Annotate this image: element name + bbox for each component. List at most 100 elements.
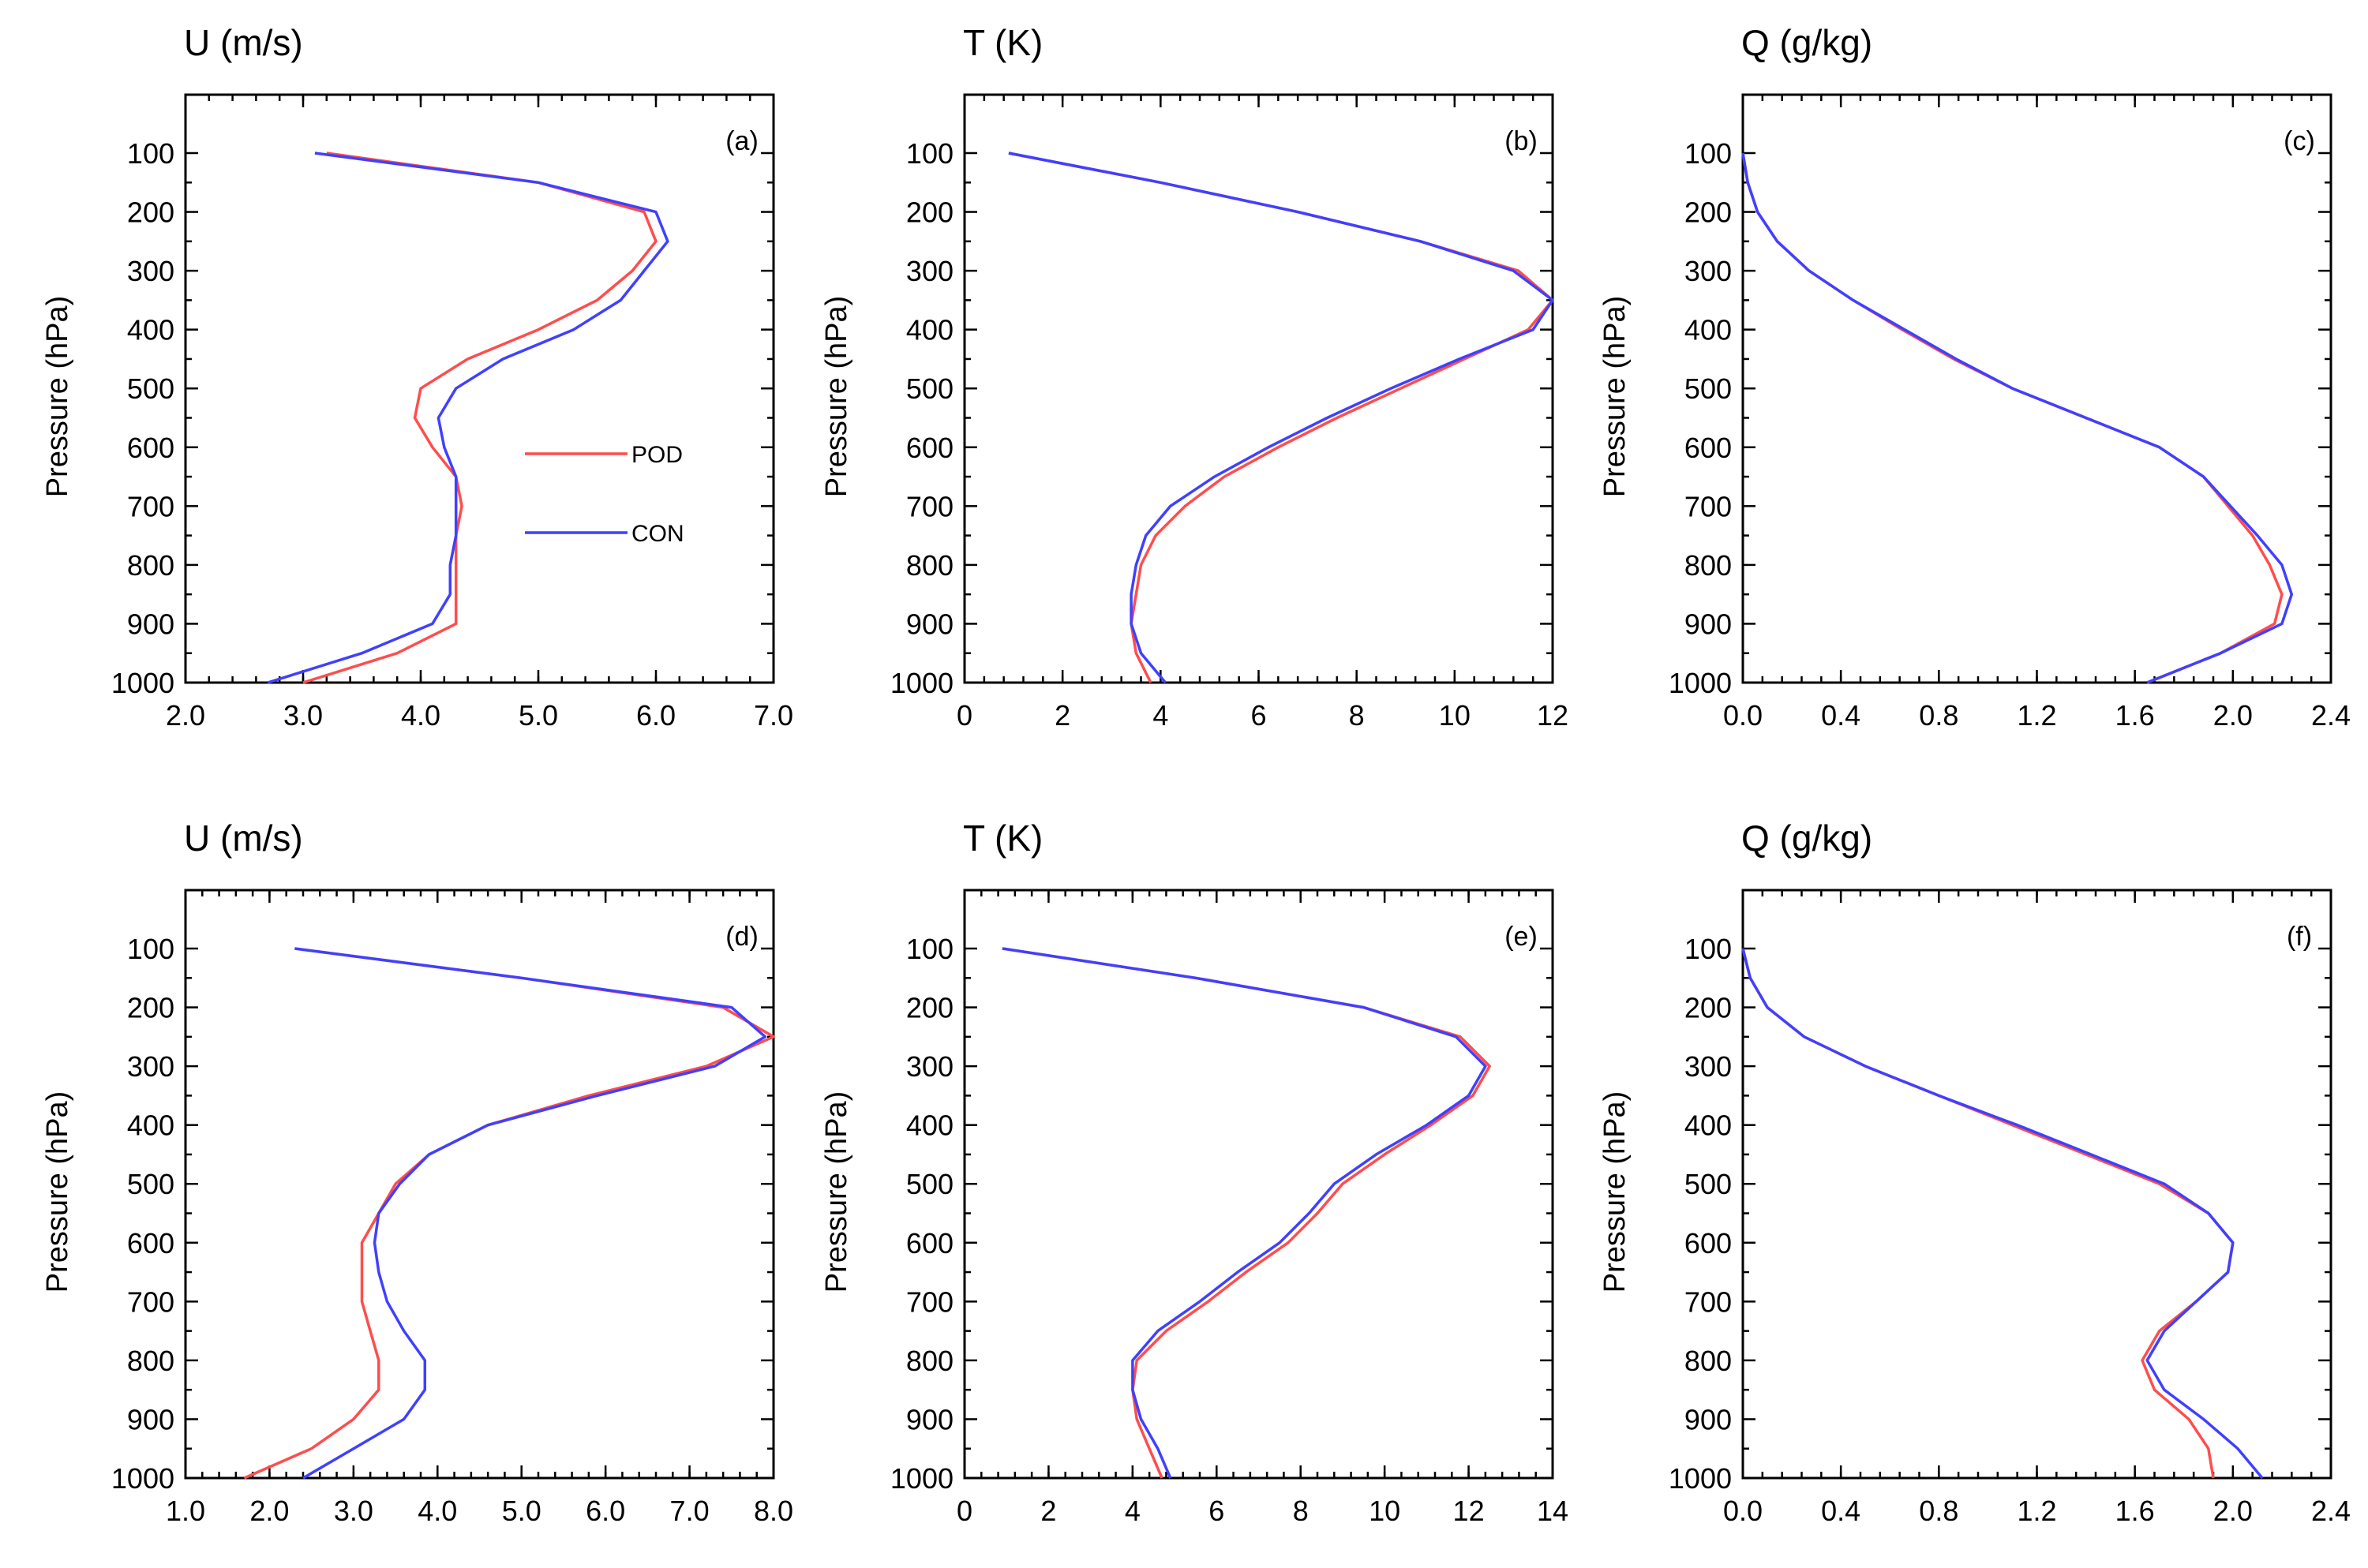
y-tick-label: 300	[127, 1050, 174, 1083]
x-tick-label: 6.0	[636, 699, 676, 732]
legend-label-pod: POD	[631, 442, 683, 468]
panel-a: U (m/s) 100 200 300 400 500 600 700 800 900 10002.…	[41, 22, 793, 732]
x-tick-label: 8	[1349, 699, 1365, 732]
series-line-pod	[1741, 948, 2235, 1479]
y-tick-label: 400	[1684, 314, 1732, 346]
x-tick-label: 2	[1040, 1495, 1056, 1527]
y-tick-label: 100	[1684, 933, 1732, 965]
x-tick-label: 6	[1208, 1495, 1224, 1527]
y-tick-label: 500	[1684, 1168, 1732, 1200]
x-tick-label: 12	[1537, 699, 1568, 732]
y-tick-label: 1000	[1669, 667, 1732, 699]
plot-frame	[184, 889, 775, 1480]
panel-c: Q (g/kg)10020030040050060070080090010000…	[1598, 22, 2351, 732]
y-tick-label: 800	[906, 549, 954, 582]
x-tick-label: 14	[1537, 1495, 1568, 1527]
y-tick-label: 100	[127, 137, 174, 170]
y-tick-label: 700	[127, 490, 174, 522]
panel-f: Q (g/kg)10020030040050060070080090010000…	[1598, 818, 2351, 1527]
y-tick-label: 400	[906, 314, 954, 346]
y-tick-label: 700	[906, 490, 954, 522]
chart-title: U (m/s)	[184, 22, 303, 63]
y-tick-label: 1000	[111, 667, 174, 699]
legend-label-con: CON	[631, 521, 684, 547]
series-line-con	[1741, 948, 2264, 1480]
x-tick-label: 0.0	[1723, 699, 1763, 732]
y-tick-label: 600	[127, 432, 174, 464]
series-line-pod	[1002, 947, 1491, 1479]
y-tick-label: 900	[1684, 1403, 1732, 1435]
x-tick-label: 1.6	[2115, 699, 2155, 732]
y-tick-label: 400	[127, 314, 174, 346]
plot-frame	[963, 93, 1554, 684]
x-tick-label: 2.0	[2213, 1495, 2253, 1527]
series-line-pod	[243, 947, 775, 1480]
y-tick-label: 900	[906, 608, 954, 640]
y-tick-label: 200	[1684, 992, 1732, 1024]
y-tick-label: 200	[906, 196, 954, 229]
y-tick-label: 700	[127, 1285, 174, 1318]
y-tick-label: 800	[1684, 1345, 1732, 1377]
chart-title: Q (g/kg)	[1741, 22, 1872, 63]
y-tick-label: 200	[127, 992, 174, 1024]
y-tick-label: 100	[127, 933, 174, 965]
y-axis-label: Pressure (hPa)	[1598, 1091, 1632, 1293]
x-tick-label: 6	[1250, 699, 1266, 732]
x-tick-label: 7.0	[754, 699, 793, 732]
y-tick-label: 300	[127, 255, 174, 287]
y-tick-label: 100	[906, 137, 954, 170]
x-tick-label: 5.0	[519, 699, 558, 732]
panel-d: U (m/s) 100 200 300 400 500 600 700 800 900 10001.…	[41, 818, 793, 1527]
y-tick-label: 300	[1684, 255, 1732, 287]
x-tick-label: 12	[1453, 1495, 1485, 1527]
y-tick-label: 900	[906, 1403, 954, 1435]
x-tick-label: 10	[1369, 1495, 1400, 1527]
y-tick-label: 600	[906, 432, 954, 464]
series-line-con	[1741, 152, 2294, 684]
x-tick-label: 0.0	[1723, 1495, 1763, 1527]
x-tick-label: 2	[1055, 699, 1070, 732]
x-tick-label: 1.6	[2115, 1495, 2155, 1527]
series-line-con	[267, 152, 669, 684]
x-tick-label: 0	[957, 1495, 972, 1527]
series-line-pod	[302, 152, 658, 684]
x-tick-label: 1.2	[2017, 1495, 2056, 1527]
x-tick-label: 4	[1152, 699, 1168, 732]
y-tick-label: 600	[1684, 432, 1732, 464]
x-tick-label: 1.2	[2017, 699, 2056, 732]
panel-label: (e)	[1504, 922, 1538, 952]
chart-title: U (m/s)	[184, 818, 303, 859]
plot-frame	[963, 889, 1554, 1480]
y-axis-label: Pressure (hPa)	[820, 1091, 853, 1293]
x-tick-label: 2.4	[2311, 699, 2351, 732]
y-tick-label: 100	[906, 933, 954, 965]
x-tick-label: 4.0	[418, 1495, 457, 1527]
x-tick-label: 5.0	[502, 1495, 541, 1527]
y-tick-label: 1000	[890, 667, 954, 699]
y-tick-label: 1000	[111, 1462, 174, 1495]
y-tick-label: 600	[127, 1227, 174, 1259]
y-tick-label: 1000	[890, 1462, 954, 1495]
series-line-con	[294, 947, 767, 1480]
x-tick-label: 3.0	[334, 1495, 373, 1527]
x-tick-label: 1.0	[166, 1495, 205, 1527]
y-tick-label: 1000	[1669, 1462, 1732, 1495]
y-tick-label: 500	[127, 1168, 174, 1200]
plot-frame	[1741, 93, 2332, 684]
y-tick-label: 800	[1684, 549, 1732, 582]
x-tick-label: 0	[957, 699, 972, 732]
x-tick-label: 4	[1125, 1495, 1141, 1527]
y-axis-label: Pressure (hPa)	[41, 1091, 74, 1293]
chart-title: T (K)	[963, 818, 1043, 859]
x-tick-label: 6.0	[586, 1495, 625, 1527]
y-tick-label: 700	[1684, 1285, 1732, 1318]
panel-label: (b)	[1504, 126, 1538, 156]
x-tick-label: 0.4	[1821, 1495, 1860, 1527]
plot-frame	[1741, 889, 2332, 1480]
x-tick-label: 2.4	[2311, 1495, 2351, 1527]
y-tick-label: 500	[1684, 372, 1732, 405]
y-tick-label: 900	[127, 1403, 174, 1435]
y-tick-label: 300	[906, 1050, 954, 1083]
